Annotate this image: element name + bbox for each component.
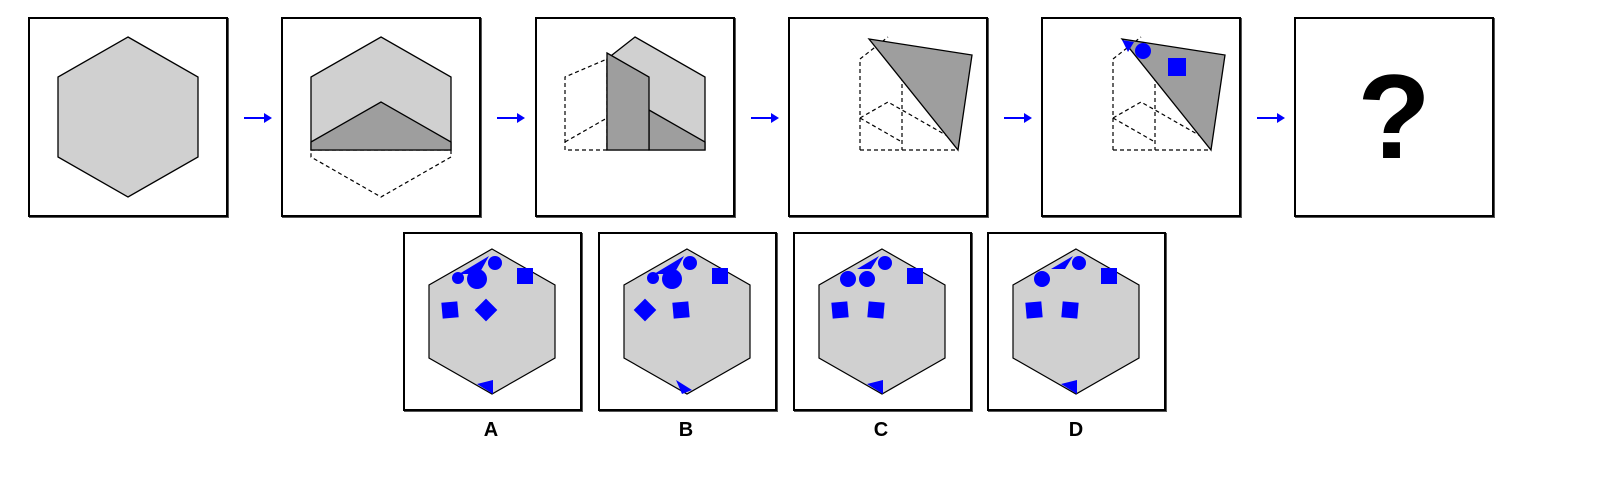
punch-holes xyxy=(831,256,923,394)
hexagon-paper xyxy=(428,248,556,395)
hexagon-paper xyxy=(623,248,751,395)
punch-square xyxy=(1168,58,1186,76)
option-b-drawing xyxy=(623,248,751,395)
step-1-panel xyxy=(28,17,228,217)
question-mark: ? xyxy=(1357,50,1431,184)
right-arrow-icon xyxy=(244,113,272,123)
right-arrow-icon xyxy=(1004,113,1032,123)
option-d-drawing xyxy=(1012,248,1140,395)
hexagon-paper xyxy=(1012,248,1140,395)
folded-triangle xyxy=(1120,38,1226,152)
step-5-panel xyxy=(1041,17,1241,217)
right-arrow-icon xyxy=(751,113,779,123)
right-arrow-icon xyxy=(1257,113,1285,123)
punch-circle xyxy=(1135,43,1151,59)
folded-triangle xyxy=(867,38,973,152)
option-d-panel[interactable] xyxy=(987,232,1166,411)
option-b-panel[interactable] xyxy=(598,232,777,411)
question-panel: ? xyxy=(1294,17,1494,217)
fold-ghost-outline xyxy=(310,149,452,198)
step-5-drawing xyxy=(1112,36,1226,152)
option-c-drawing xyxy=(818,248,946,395)
step-4-panel xyxy=(788,17,988,217)
folded-flap xyxy=(310,101,452,151)
punch-holes xyxy=(1025,256,1117,394)
option-a-drawing xyxy=(428,248,556,395)
step-2-panel xyxy=(281,17,481,217)
option-c-label[interactable]: C xyxy=(873,419,889,441)
step-2-drawing xyxy=(310,36,452,198)
step-4-drawing xyxy=(859,36,973,152)
option-d-label[interactable]: D xyxy=(1068,419,1084,441)
fold-ghost-outline xyxy=(564,58,608,151)
option-b-label[interactable]: B xyxy=(678,419,694,441)
step-3-drawing xyxy=(564,36,706,151)
punch-corner-triangle xyxy=(1122,40,1134,52)
step-1-drawing xyxy=(57,36,199,198)
option-a-label[interactable]: A xyxy=(483,419,499,441)
hexagon-paper xyxy=(57,36,199,198)
hexagon-paper xyxy=(818,248,946,395)
folded-left-flap xyxy=(606,51,650,151)
right-arrow-icon xyxy=(497,113,525,123)
step-3-panel xyxy=(535,17,735,217)
option-c-panel[interactable] xyxy=(793,232,972,411)
option-a-panel[interactable] xyxy=(403,232,582,411)
